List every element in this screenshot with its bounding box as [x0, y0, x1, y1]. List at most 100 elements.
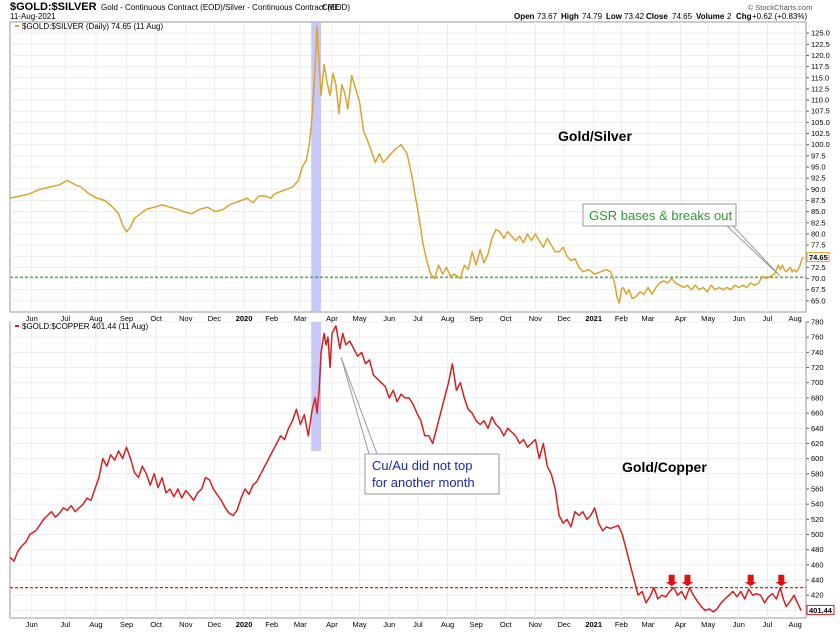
arrow-marker-3: [775, 574, 788, 587]
y-tick-label-p1-10: 600: [811, 454, 824, 463]
x-tick-label-p1-19: 2021: [585, 620, 602, 629]
annotation-gold-copper: Gold/Copper: [622, 459, 707, 475]
annotation-gold-silver: Gold/Silver: [558, 128, 632, 144]
quote-close-label: Close: [646, 12, 668, 21]
reference-line-layer: [10, 276, 806, 589]
x-tick-label-p0-0: Jun: [26, 314, 38, 323]
last-value-badge-bottom-box: [806, 604, 835, 615]
x-tick-label-p1-13: Jul: [413, 620, 423, 629]
x-tick-label-p0-10: Apr: [326, 314, 338, 323]
x-tick-label-p0-1: Jul: [61, 314, 71, 323]
x-tick-label-p1-6: Dec: [208, 620, 222, 629]
arrow-marker-layer: [665, 574, 788, 587]
y-tick-label-p1-19: 780: [811, 318, 824, 327]
y-tick-label-p0-23: 122.5: [811, 40, 830, 49]
last-value-badge-top-box: [806, 252, 830, 263]
x-tick-label-p0-4: Oct: [150, 314, 163, 323]
x-tick-label-p1-18: Dec: [557, 620, 571, 629]
x-tick-label-p0-13: Jul: [413, 314, 423, 323]
callout-cu-au-box: [364, 453, 500, 495]
y-tick-label-p1-13: 660: [811, 409, 824, 418]
x-tick-label-p0-22: Apr: [675, 314, 687, 323]
series-layer: [9, 25, 805, 613]
highlight-band-layer: [311, 22, 322, 452]
highlight-band-top: [311, 22, 322, 312]
x-tick-label-p0-8: Feb: [265, 314, 278, 323]
x-tick-label-p0-2: Aug: [89, 314, 102, 323]
x-tick-label-p0-24: Jun: [733, 314, 745, 323]
quote-close-value: 74.65: [672, 12, 693, 21]
x-tick-label-p1-10: Apr: [326, 620, 338, 629]
y-tick-label-p1-1: 420: [811, 591, 824, 600]
arrow-marker-0: [665, 574, 678, 587]
x-tick-label-p0-17: Nov: [529, 314, 543, 323]
legend-gold-copper: $GOLD:$COPPER 401.44 (11 Aug): [22, 322, 148, 331]
y-tick-label-p1-3: 460: [811, 560, 824, 569]
y-tick-label-p0-14: 100.0: [811, 140, 830, 149]
y-tick-label-p0-11: 92.5: [811, 174, 826, 183]
x-tick-label-p0-19: 2021: [585, 314, 602, 323]
last-value-badge-bottom: 401.44: [806, 604, 835, 615]
y-tick-label-p0-9: 87.5: [811, 196, 826, 205]
x-tick-label-p1-17: Nov: [529, 620, 543, 629]
y-tick-label-p0-5: 77.5: [811, 241, 826, 250]
x-tick-label-p0-3: Sep: [120, 314, 133, 323]
x-tick-label-p1-1: Jul: [61, 620, 71, 629]
y-tick-label-p0-15: 102.5: [811, 129, 830, 138]
x-tick-label-p1-0: Jun: [26, 620, 38, 629]
y-tick-label-p0-18: 110.0: [811, 96, 829, 105]
y-tick-label-p1-2: 440: [811, 576, 824, 585]
x-tick-label-p0-20: Feb: [615, 314, 628, 323]
x-tick-label-p0-23: May: [701, 314, 715, 323]
quote-low-value: 73.42: [624, 12, 645, 21]
quote-volume-label: Volume: [696, 12, 725, 21]
y-tick-label-p0-19: 112.5: [811, 84, 829, 93]
x-tick-label-p1-20: Feb: [615, 620, 628, 629]
x-tick-label-p1-3: Sep: [120, 620, 133, 629]
x-tick-label-p0-14: Aug: [441, 314, 454, 323]
y-tick-label-p1-7: 540: [811, 500, 824, 509]
x-tick-label-p0-15: Sep: [469, 314, 482, 323]
x-tick-label-p1-2: Aug: [89, 620, 102, 629]
y-tick-label-p0-21: 117.5: [811, 62, 829, 71]
y-tick-label-p1-6: 520: [811, 515, 824, 524]
x-tick-label-p1-23: May: [701, 620, 715, 629]
y-tick-label-p1-18: 760: [811, 333, 824, 342]
x-tick-label-p1-25: Jul: [763, 620, 773, 629]
x-tick-label-p1-24: Jun: [733, 620, 745, 629]
y-tick-label-p0-0: 65.0: [811, 296, 826, 305]
y-tick-label-p1-5: 500: [811, 530, 824, 539]
quote-high-label: High: [561, 12, 579, 21]
quote-chg-label: Chg: [736, 12, 752, 21]
y-tick-label-p1-14: 680: [811, 393, 824, 402]
x-tick-label-p1-21: Mar: [642, 620, 655, 629]
arrow-marker-1: [681, 574, 694, 587]
x-tick-label-p1-8: Feb: [265, 620, 278, 629]
series-line-p0: [9, 25, 805, 304]
quote-low-label: Low: [606, 12, 623, 21]
y-tick-label-p1-17: 740: [811, 348, 824, 357]
x-tick-label-p1-12: Jun: [383, 620, 395, 629]
callout-gsr: GSR bases & breaks out: [582, 203, 781, 277]
x-tick-label-p1-26: Aug: [788, 620, 801, 629]
x-tick-label-p0-11: May: [353, 314, 367, 323]
series-line-p1: [9, 325, 802, 613]
x-tick-label-p1-15: Sep: [469, 620, 482, 629]
callout-cu-au: Cu/Au did not top for another month: [340, 356, 500, 495]
x-tick-label-p0-25: Jul: [763, 314, 773, 323]
x-tick-label-p1-9: Mar: [294, 620, 307, 629]
y-tick-label-p0-24: 125.0: [811, 29, 830, 38]
y-tick-label-p1-12: 640: [811, 424, 824, 433]
quote-high-value: 74.79: [582, 12, 603, 21]
x-tick-label-p1-22: Apr: [675, 620, 687, 629]
y-tick-label-p0-22: 120.0: [811, 51, 830, 60]
last-value-badge-top: 74.65: [806, 252, 830, 263]
y-tick-label-p1-11: 620: [811, 439, 824, 448]
axis-layer: 65.067.570.072.575.077.580.082.585.087.5…: [26, 29, 830, 629]
y-tick-label-p0-13: 97.5: [811, 151, 826, 160]
y-tick-label-p0-12: 95.0: [811, 163, 826, 172]
y-tick-label-p0-7: 82.5: [811, 218, 826, 227]
y-tick-label-p1-15: 700: [811, 378, 824, 387]
x-tick-label-p0-26: Aug: [788, 314, 801, 323]
callout-cu-au-line-2: for another month: [372, 475, 475, 490]
